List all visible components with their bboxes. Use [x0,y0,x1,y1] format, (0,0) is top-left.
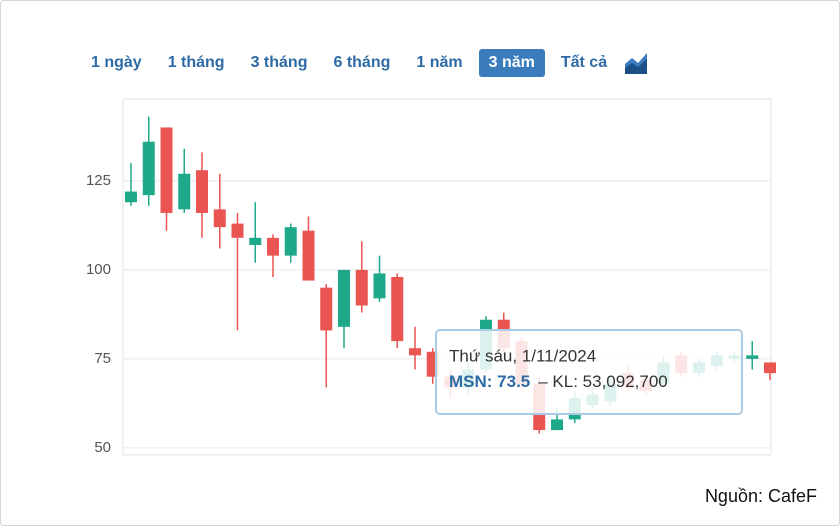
source: Nguồn: CafeF [704,486,817,506]
candle-body [160,127,173,213]
candle-body [196,170,208,213]
range-button[interactable]: 6 tháng [333,54,391,71]
candle-body [302,230,315,281]
chart-type-icon[interactable] [623,50,649,76]
candle-body [409,348,421,356]
candle-body [373,273,386,299]
y-tick-label: 50 [94,439,111,456]
y-tick-label: 100 [86,261,111,278]
tooltip-title: Thứ sáu, 1/11/2024 [449,346,596,365]
tooltip-line: MSN: 73.5 – KL: 53,092,700 [449,372,668,391]
candle-body [551,419,563,431]
candle-body [249,237,262,245]
range-button[interactable]: 1 năm [416,54,463,71]
candle-body [142,141,155,196]
candle-body [764,362,776,374]
candle-body [284,227,297,256]
y-tick-label: 75 [94,350,111,367]
y-tick-label: 125 [86,172,111,189]
tooltip-box [435,329,743,415]
range-selector: 1 ngày 1 tháng 3 tháng 6 tháng 1 năm 3 năm Tất… [81,49,649,77]
range-button[interactable]: 1 tháng [167,54,225,71]
candle-body [125,191,137,203]
candle-body [213,209,226,228]
candle-body [320,287,333,331]
candle-body [391,277,404,342]
tooltip-series: MSN: 73.5 [449,372,530,391]
candle-body [338,269,350,327]
range-button[interactable]: 3 tháng [250,54,308,71]
candle-body [355,269,368,306]
tooltip-detail: – KL: 53,092,700 [538,372,668,391]
candle-body [267,237,279,256]
range-button[interactable]: 1 ngày [91,54,142,71]
candle-body [231,223,244,238]
range-button[interactable]: 3 năm [478,49,545,77]
candle-body [178,173,191,210]
candle-body [746,355,759,359]
range-button[interactable]: Tất cả [560,54,608,71]
